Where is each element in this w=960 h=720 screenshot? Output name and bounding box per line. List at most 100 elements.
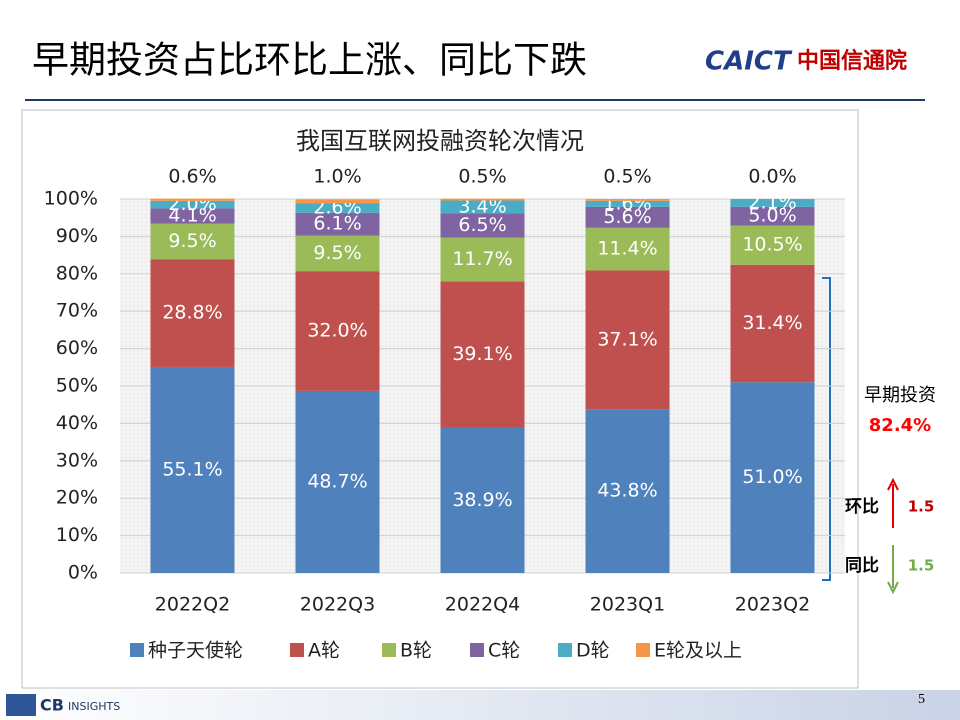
bar-segment — [730, 382, 815, 573]
footer-source: INSIGHTS — [68, 700, 120, 713]
data-label: 11.4% — [597, 238, 657, 260]
data-label: 48.7% — [307, 470, 367, 492]
legend-swatch — [470, 643, 484, 657]
y-tick-label: 50% — [56, 375, 98, 397]
y-tick-label: 70% — [56, 300, 98, 322]
annotation: 环比 — [845, 496, 879, 517]
y-tick-label: 90% — [56, 225, 98, 247]
data-label: 32.0% — [307, 320, 367, 342]
data-label: 9.5% — [313, 242, 361, 264]
bar-segment — [440, 198, 525, 201]
logo-text: CAICT — [705, 47, 793, 77]
data-label: 9.5% — [168, 230, 216, 252]
legend-label: 种子天使轮 — [148, 640, 243, 662]
bar-segment — [440, 200, 525, 214]
data-label: 51.0% — [742, 466, 802, 488]
bracket — [822, 277, 831, 581]
data-label: 39.1% — [452, 343, 512, 365]
data-label: 1.0% — [313, 166, 361, 188]
cb-icon — [6, 694, 36, 716]
legend-label: A轮 — [308, 640, 340, 662]
annotation: 早期投资 — [864, 385, 936, 406]
bar-segment — [440, 281, 525, 428]
y-tick-label: 60% — [56, 337, 98, 359]
y-tick-label: 100% — [44, 188, 98, 210]
y-tick-label: 10% — [56, 524, 98, 546]
data-label: 3.4% — [458, 195, 506, 217]
legend-label: B轮 — [400, 640, 432, 662]
data-label: 37.1% — [597, 328, 657, 350]
legend-swatch — [130, 643, 144, 657]
slide-title: 早期投资占比环比上涨、同比下跌 — [32, 39, 587, 82]
data-label: 6.5% — [458, 214, 506, 236]
x-tick-label: 2022Q2 — [155, 594, 230, 616]
bar-segment — [295, 203, 380, 213]
footer-band — [0, 690, 960, 720]
page-number: 5 — [918, 692, 925, 707]
footer-source: CB — [40, 696, 64, 715]
data-label: 31.4% — [742, 312, 802, 334]
chart-title: 我国互联网投融资轮次情况 — [296, 127, 584, 155]
bar-segment — [585, 206, 670, 228]
bar-segment — [585, 199, 670, 201]
y-tick-label: 30% — [56, 449, 98, 471]
legend-swatch — [636, 643, 650, 657]
bar-segment — [295, 199, 380, 204]
data-label: 55.1% — [162, 458, 222, 480]
y-tick-label: 80% — [56, 262, 98, 284]
bar-segment — [440, 237, 525, 282]
bar-segment — [295, 390, 380, 573]
legend-swatch — [290, 643, 304, 657]
data-label: 2.0% — [168, 193, 216, 215]
data-label: 2.1% — [748, 191, 796, 213]
x-tick-label: 2022Q3 — [300, 594, 375, 616]
data-label: 11.7% — [452, 248, 512, 270]
legend-label: D轮 — [576, 640, 610, 662]
bar-segment — [150, 223, 235, 260]
annotation-value: 1.5 — [908, 498, 935, 516]
data-label: 5.6% — [603, 206, 651, 228]
data-label: 38.9% — [452, 489, 512, 511]
down-arrow — [887, 545, 899, 595]
legend-label: C轮 — [488, 640, 520, 662]
data-label: 1.6% — [603, 192, 651, 214]
bar-segment — [730, 264, 815, 383]
data-label: 10.5% — [742, 234, 802, 256]
y-tick-label: 40% — [56, 412, 98, 434]
data-label: 6.1% — [313, 213, 361, 235]
annotation: 同比 — [845, 555, 879, 576]
x-tick-label: 2023Q1 — [590, 594, 665, 616]
data-label: 0.5% — [603, 166, 651, 188]
bar-segment — [730, 199, 815, 207]
y-tick-label: 0% — [68, 562, 98, 584]
data-label: 5.0% — [748, 205, 796, 227]
legend-swatch — [558, 643, 572, 657]
bar-segment — [440, 213, 525, 238]
bar-segment — [150, 208, 235, 224]
data-label: 28.8% — [162, 302, 222, 324]
bar-segment — [150, 200, 235, 209]
data-label: 0.0% — [748, 166, 796, 188]
annotation-value: 1.5 — [908, 557, 935, 575]
bar-segment — [295, 271, 380, 391]
y-tick-label: 20% — [56, 487, 98, 509]
x-tick-label: 2023Q2 — [735, 594, 810, 616]
bar-segment — [150, 366, 235, 573]
data-label: 0.5% — [458, 166, 506, 188]
legend-label: E轮及以上 — [654, 640, 742, 662]
bar-segment — [440, 427, 525, 573]
bar-segment — [150, 259, 235, 367]
bar-segment — [585, 227, 670, 271]
up-arrow — [887, 477, 899, 528]
logo-cn: 中国信通院 — [797, 48, 907, 74]
bar-segment — [730, 225, 815, 265]
bar-segment — [295, 235, 380, 272]
bar-segment — [585, 200, 670, 207]
legend-swatch — [382, 643, 396, 657]
x-tick-label: 2022Q4 — [445, 594, 520, 616]
bar-segment — [150, 198, 235, 201]
bar-segment — [295, 212, 380, 236]
data-label: 4.1% — [168, 205, 216, 227]
bar-segment — [585, 409, 670, 573]
